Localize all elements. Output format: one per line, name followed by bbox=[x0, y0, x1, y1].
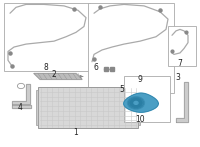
Text: 5: 5 bbox=[120, 85, 124, 94]
Text: 8: 8 bbox=[44, 63, 48, 72]
Circle shape bbox=[128, 97, 144, 109]
Circle shape bbox=[134, 101, 138, 104]
Text: 2: 2 bbox=[52, 70, 56, 79]
Bar bbox=[38, 87, 138, 128]
Text: 1: 1 bbox=[74, 128, 78, 137]
Bar bbox=[124, 76, 170, 122]
Polygon shape bbox=[34, 74, 82, 79]
Polygon shape bbox=[176, 82, 188, 122]
Polygon shape bbox=[12, 105, 31, 108]
Bar bbox=[88, 3, 174, 93]
Text: 6: 6 bbox=[93, 63, 98, 72]
Text: 9: 9 bbox=[138, 75, 142, 84]
Text: 10: 10 bbox=[135, 115, 145, 124]
Text: 3: 3 bbox=[176, 73, 180, 82]
Bar bbox=[138, 90, 140, 125]
Polygon shape bbox=[12, 84, 30, 104]
Text: 4: 4 bbox=[18, 103, 22, 112]
Polygon shape bbox=[124, 93, 158, 112]
Circle shape bbox=[130, 99, 142, 107]
Text: 7: 7 bbox=[178, 59, 182, 68]
Bar bbox=[36, 90, 38, 125]
Bar bbox=[147, 101, 155, 107]
Bar bbox=[168, 26, 196, 66]
Bar bbox=[4, 3, 90, 71]
